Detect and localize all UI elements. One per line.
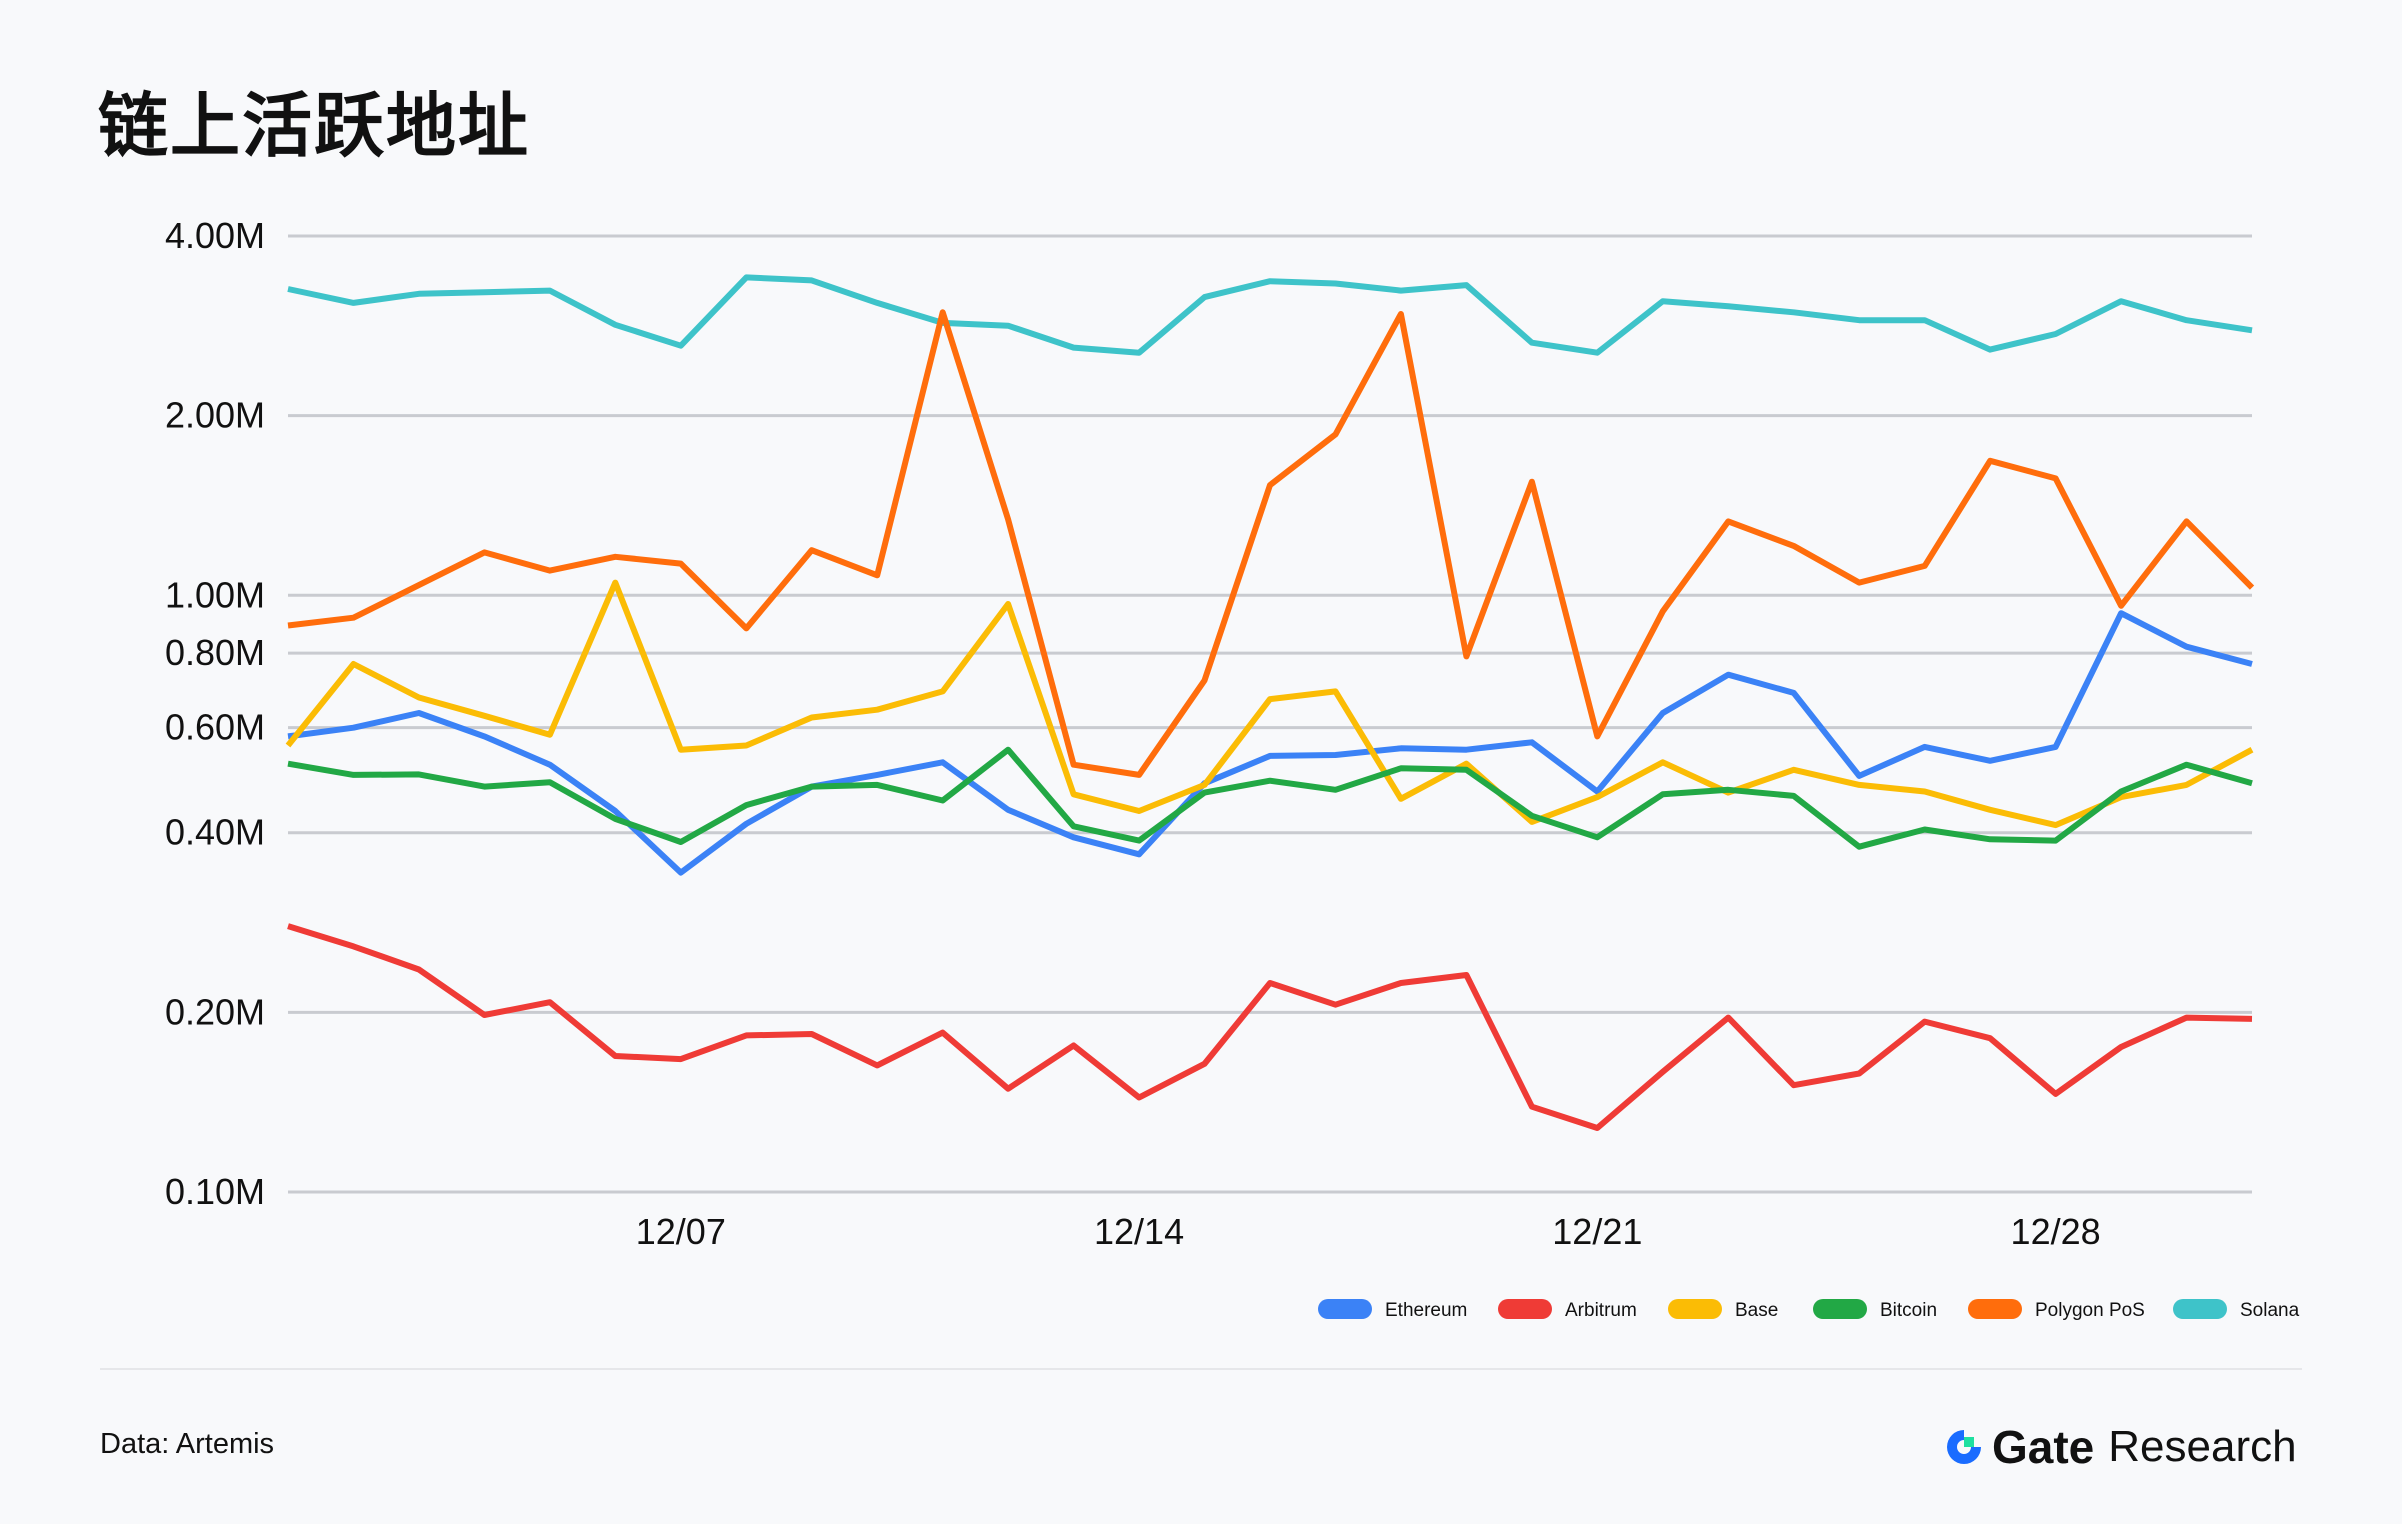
- divider: [100, 1368, 2302, 1370]
- y-tick-label: 0.80M: [165, 632, 265, 673]
- y-tick-label: 2.00M: [165, 395, 265, 436]
- chart-title: 链上活跃地址: [98, 85, 530, 167]
- gate-logo-icon: [1947, 1430, 1981, 1464]
- y-tick-label: 1.00M: [165, 574, 265, 615]
- legend-item: Solana: [2173, 1299, 2300, 1321]
- legend-label: Solana: [2240, 1300, 2300, 1321]
- series-line-arbitrum: [287, 923, 2253, 1131]
- data-source: Data: Artemis: [100, 1428, 275, 1460]
- legend-item: Base: [1668, 1299, 1778, 1321]
- legend-swatch: [1668, 1299, 1722, 1319]
- legend-item: Bitcoin: [1813, 1299, 1937, 1321]
- legend-label: Polygon PoS: [2035, 1300, 2145, 1321]
- legend-label: Arbitrum: [1565, 1300, 1637, 1321]
- x-tick-label: 12/21: [1552, 1211, 1642, 1252]
- legend-item: Arbitrum: [1498, 1299, 1637, 1321]
- y-tick-label: 0.40M: [165, 812, 265, 853]
- legend-swatch: [1498, 1299, 1552, 1319]
- legend-label: Bitcoin: [1880, 1300, 1937, 1321]
- legend-swatch: [1318, 1299, 1372, 1319]
- x-tick-label: 12/07: [636, 1211, 726, 1252]
- legend-item: Polygon PoS: [1968, 1299, 2145, 1321]
- x-tick-label: 12/28: [2011, 1211, 2101, 1252]
- series-line-bitcoin: [287, 746, 2253, 850]
- gate-research-logo: Gate Research: [1944, 1420, 2297, 1474]
- series-line-solana: [287, 274, 2253, 356]
- y-tick-label: 0.60M: [165, 707, 265, 748]
- y-tick-label: 4.00M: [165, 215, 265, 256]
- legend-swatch: [2173, 1299, 2227, 1319]
- legend-swatch: [1813, 1299, 1867, 1319]
- series-line-polygon-pos: [287, 309, 2255, 778]
- y-tick-label: 0.10M: [165, 1171, 265, 1212]
- legend-label: Ethereum: [1385, 1300, 1467, 1321]
- series-line-base: [285, 579, 2254, 829]
- logo-suffix: Research: [2108, 1422, 2297, 1471]
- legend-item: Ethereum: [1318, 1299, 1467, 1321]
- legend-label: Base: [1735, 1300, 1778, 1321]
- y-tick-label: 0.20M: [165, 991, 265, 1032]
- series-line-ethereum: [287, 610, 2253, 876]
- x-tick-label: 12/14: [1094, 1211, 1184, 1252]
- legend-swatch: [1968, 1299, 2022, 1319]
- logo-brand: Gate: [1992, 1421, 2095, 1473]
- line-chart: 4.00M 2.00M 1.00M 0.80M 0.60M 0.40M 0.20M 0.10M…: [165, 215, 2300, 1321]
